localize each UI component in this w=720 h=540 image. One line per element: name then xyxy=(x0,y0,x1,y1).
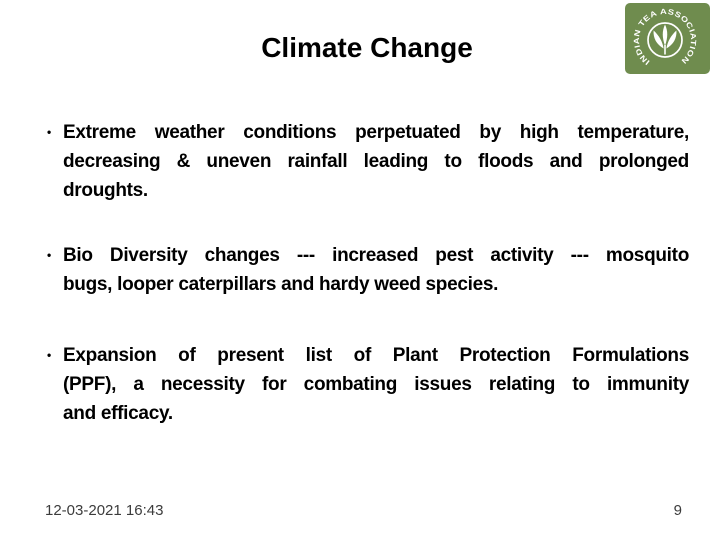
text-line: Expansion of present list of Plant Prote… xyxy=(63,345,689,366)
indian-tea-association-logo: INDIAN TEA ASSOCIATION xyxy=(625,3,710,74)
tea-leaf-icon xyxy=(653,24,677,55)
text-line: bugs, looper caterpillars and hardy weed… xyxy=(63,274,499,295)
bullet-item-climate-extremes: • Extreme weather conditions perpetuated… xyxy=(47,118,689,205)
text-line: Bio Diversity changes --- increased pest… xyxy=(63,245,689,266)
bullet-marker: • xyxy=(47,348,52,362)
bullet-text: Bio Diversity changes --- increased pest… xyxy=(63,241,689,299)
page-title: Climate Change xyxy=(261,32,473,63)
bullet-text: Extreme weather conditions perpetuated b… xyxy=(63,118,689,205)
bullet-marker: • xyxy=(47,248,52,262)
text-line: Extreme weather conditions perpetuated b… xyxy=(63,122,689,143)
bullet-text: Expansion of present list of Plant Prote… xyxy=(63,341,689,428)
text-line: decreasing & uneven rainfall leading to … xyxy=(63,151,689,172)
bullet-marker: • xyxy=(47,125,52,139)
slide-footer: 12-03-2021 16:43 9 xyxy=(45,502,682,520)
text-line: droughts. xyxy=(63,180,148,201)
footer-datetime: 12-03-2021 16:43 xyxy=(45,502,164,519)
logo-background xyxy=(625,3,710,74)
bullet-item-biodiversity: • Bio Diversity changes --- increased pe… xyxy=(47,241,689,299)
bullet-item-ppf-expansion: • Expansion of present list of Plant Pro… xyxy=(47,341,689,428)
logo-ring xyxy=(647,22,683,58)
page-number: 9 xyxy=(673,502,682,519)
text-line: (PPF), a necessity for combating issues … xyxy=(63,374,689,395)
text-line: and efficacy. xyxy=(63,403,173,424)
